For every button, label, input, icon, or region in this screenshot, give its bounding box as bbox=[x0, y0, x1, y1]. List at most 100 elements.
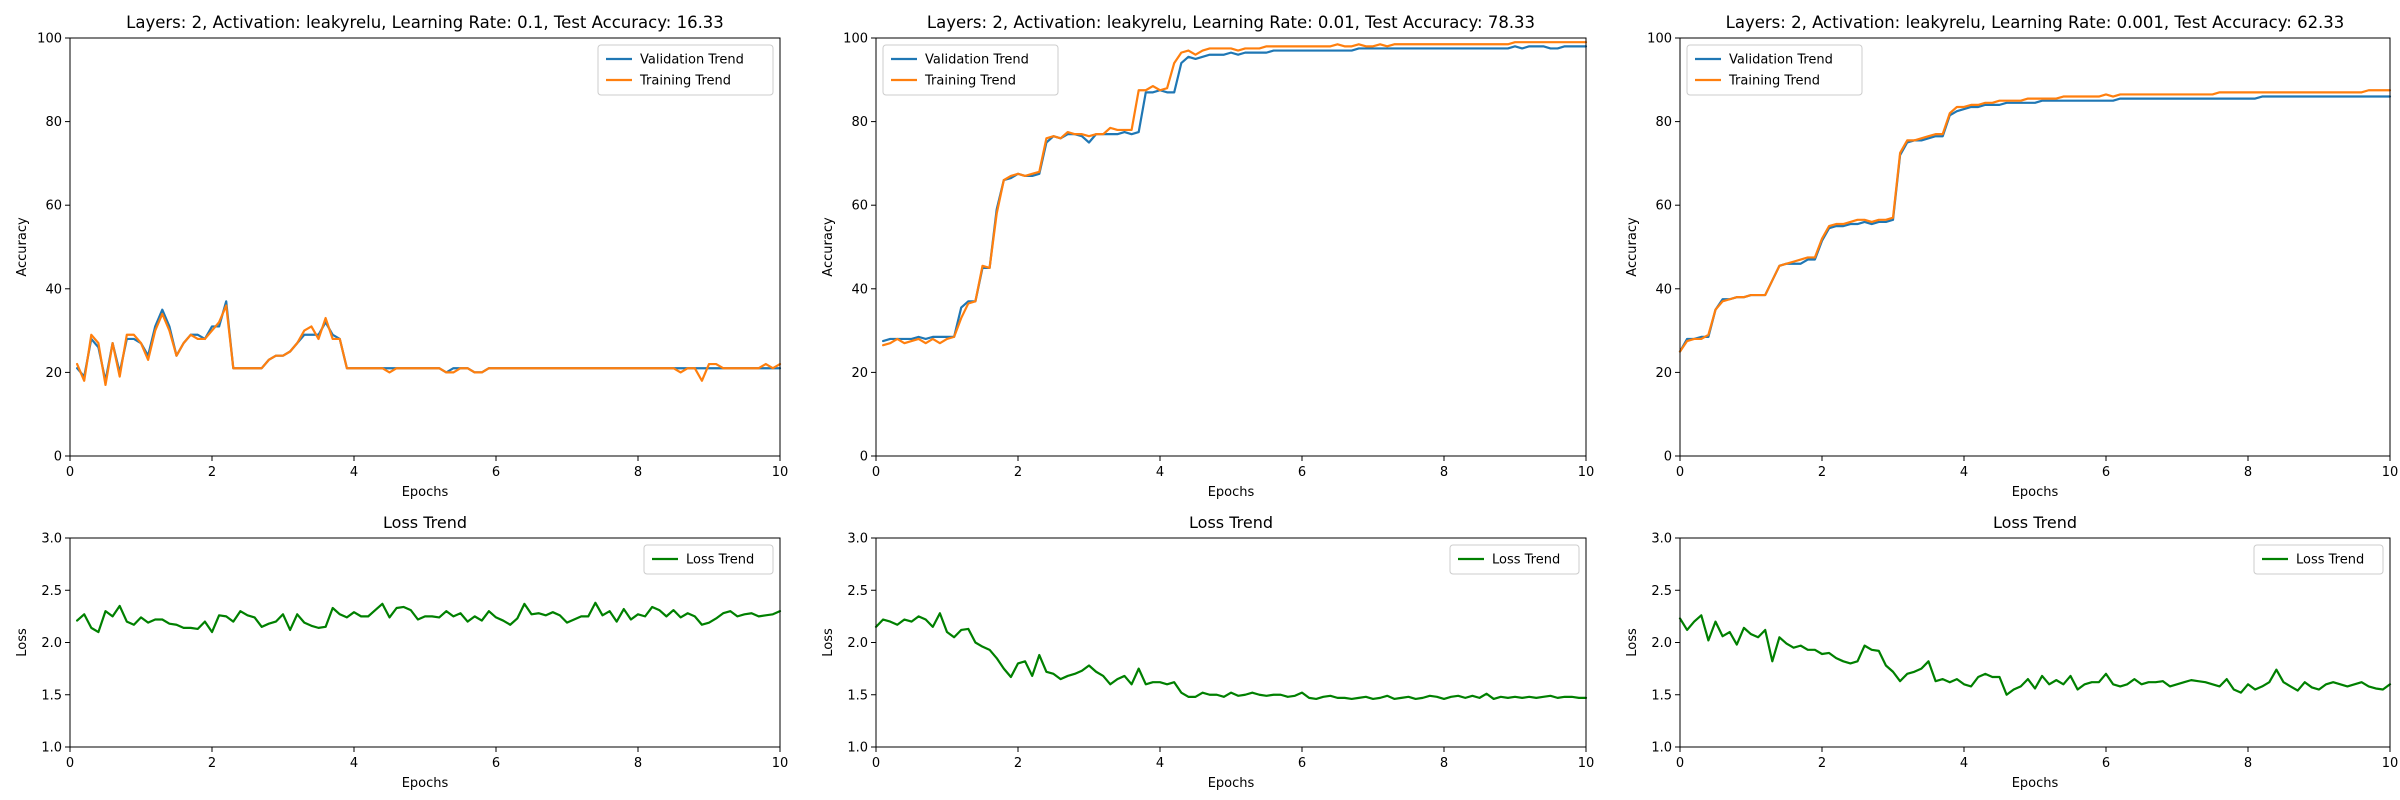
x-tick-label: 6 bbox=[492, 756, 500, 771]
chart-title: Loss Trend bbox=[383, 513, 467, 532]
x-tick-label: 2 bbox=[1014, 465, 1022, 480]
legend: Loss Trend bbox=[643, 544, 774, 575]
x-tick-label: 8 bbox=[634, 756, 642, 771]
x-tick-label: 0 bbox=[1676, 756, 1684, 771]
y-tick-label: 60 bbox=[1655, 199, 1672, 214]
y-tick-label: 2.5 bbox=[41, 584, 62, 599]
y-tick-label: 1.5 bbox=[847, 688, 868, 703]
x-tick-label: 6 bbox=[2102, 465, 2110, 480]
legend-label: Validation Trend bbox=[640, 53, 744, 68]
x-axis-label: Epochs bbox=[2012, 776, 2059, 791]
x-tick-label: 8 bbox=[1440, 465, 1448, 480]
x-tick-label: 0 bbox=[66, 756, 74, 771]
x-tick-label: 6 bbox=[492, 465, 500, 480]
x-tick-label: 4 bbox=[1960, 756, 1968, 771]
y-axis-label: Accuracy bbox=[1625, 217, 1640, 277]
y-axis-label: Accuracy bbox=[15, 217, 30, 277]
y-axis-label: Loss bbox=[821, 628, 836, 657]
x-axis-label: Epochs bbox=[1208, 485, 1255, 500]
y-tick-label: 100 bbox=[37, 32, 62, 47]
y-tick-label: 60 bbox=[851, 199, 868, 214]
x-tick-label: 0 bbox=[872, 756, 880, 771]
legend-label: Loss Trend bbox=[1492, 553, 1560, 568]
plot-frame bbox=[69, 537, 781, 748]
chart-title: Layers: 2, Activation: leakyrelu, Learni… bbox=[126, 13, 724, 32]
x-tick-label: 8 bbox=[634, 465, 642, 480]
legend-label: Validation Trend bbox=[925, 53, 1029, 68]
legend-box bbox=[2253, 544, 2384, 575]
y-tick-label: 2.0 bbox=[41, 636, 62, 651]
chart-title: Layers: 2, Activation: leakyrelu, Learni… bbox=[1726, 13, 2345, 32]
series-line-training-trend bbox=[881, 41, 1588, 347]
x-tick-label: 4 bbox=[350, 756, 358, 771]
y-tick-label: 100 bbox=[843, 32, 868, 47]
legend-label: Loss Trend bbox=[2296, 553, 2364, 568]
x-tick-label: 2 bbox=[1014, 756, 1022, 771]
y-tick-label: 1.5 bbox=[41, 688, 62, 703]
x-tick-label: 2 bbox=[208, 465, 216, 480]
x-tick-label: 2 bbox=[208, 756, 216, 771]
x-tick-label: 8 bbox=[2244, 756, 2252, 771]
x-tick-label: 4 bbox=[350, 465, 358, 480]
x-tick-label: 8 bbox=[2244, 465, 2252, 480]
x-tick-label: 6 bbox=[2102, 756, 2110, 771]
legend-label: Training Trend bbox=[639, 74, 731, 89]
x-tick-label: 6 bbox=[1298, 756, 1306, 771]
series-line-loss-trend bbox=[75, 601, 782, 634]
series-line-validation-trend bbox=[1678, 95, 2392, 353]
x-tick-label: 0 bbox=[1676, 465, 1684, 480]
chart-title: Loss Trend bbox=[1189, 513, 1273, 532]
legend: Validation Trend Training Trend bbox=[882, 44, 1059, 96]
y-axis-label: Loss bbox=[15, 628, 30, 657]
legend-box bbox=[882, 44, 1059, 96]
x-tick-label: 4 bbox=[1156, 756, 1164, 771]
x-tick-label: 4 bbox=[1156, 465, 1164, 480]
x-axis-label: Epochs bbox=[2012, 485, 2059, 500]
y-tick-label: 60 bbox=[45, 199, 62, 214]
legend: Validation Trend Training Trend bbox=[1686, 44, 1863, 96]
x-tick-label: 10 bbox=[1578, 465, 1595, 480]
chart-panel-3: Layers: 2, Activation: leakyrelu, Learni… bbox=[1625, 13, 2398, 500]
legend: Loss Trend bbox=[1449, 544, 1580, 575]
x-tick-label: 10 bbox=[2382, 465, 2399, 480]
y-tick-label: 80 bbox=[851, 115, 868, 130]
y-tick-label: 0 bbox=[860, 450, 868, 465]
chart-panel-6: Loss Trend 0 2 4 6 8 10 1.0 1.5 2.0 2.5 3.0 Epochs Lo… bbox=[1625, 513, 2398, 791]
legend-label: Training Trend bbox=[924, 74, 1016, 89]
y-tick-label: 1.0 bbox=[847, 741, 868, 756]
x-tick-label: 10 bbox=[772, 756, 789, 771]
y-tick-label: 2.5 bbox=[1651, 584, 1672, 599]
legend-box bbox=[597, 44, 774, 96]
y-tick-label: 2.5 bbox=[847, 584, 868, 599]
y-tick-label: 0 bbox=[54, 450, 62, 465]
legend-box bbox=[1449, 544, 1580, 575]
legend-box bbox=[643, 544, 774, 575]
y-tick-label: 40 bbox=[1655, 282, 1672, 297]
x-tick-label: 10 bbox=[1578, 756, 1595, 771]
y-axis-label: Loss bbox=[1625, 628, 1640, 657]
x-tick-label: 10 bbox=[2382, 756, 2399, 771]
y-tick-label: 0 bbox=[1664, 450, 1672, 465]
y-tick-label: 80 bbox=[1655, 115, 1672, 130]
y-tick-label: 20 bbox=[1655, 366, 1672, 381]
x-axis-label: Epochs bbox=[402, 776, 449, 791]
x-tick-label: 8 bbox=[1440, 756, 1448, 771]
y-tick-label: 40 bbox=[851, 282, 868, 297]
plot-frame bbox=[875, 537, 1587, 748]
x-tick-label: 4 bbox=[1960, 465, 1968, 480]
x-tick-label: 6 bbox=[1298, 465, 1306, 480]
plot-frame bbox=[1679, 537, 2391, 748]
legend-label: Validation Trend bbox=[1729, 53, 1833, 68]
x-axis-label: Epochs bbox=[1208, 776, 1255, 791]
y-tick-label: 2.0 bbox=[847, 636, 868, 651]
x-tick-label: 2 bbox=[1818, 756, 1826, 771]
series-line-training-trend bbox=[1678, 89, 2392, 353]
y-tick-label: 3.0 bbox=[1651, 532, 1672, 547]
legend-label: Training Trend bbox=[1728, 74, 1820, 89]
y-tick-label: 1.5 bbox=[1651, 688, 1672, 703]
chart-panel-4: Loss Trend 0 2 4 6 8 10 1.0 1.5 2.0 2.5 3.0 Epochs Lo… bbox=[15, 513, 788, 791]
y-tick-label: 40 bbox=[45, 282, 62, 297]
y-tick-label: 20 bbox=[851, 366, 868, 381]
